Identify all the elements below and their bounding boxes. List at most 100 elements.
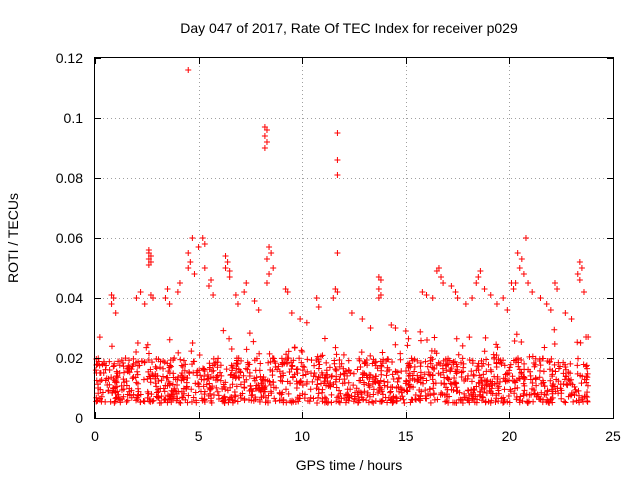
data-point bbox=[153, 365, 160, 372]
data-point bbox=[525, 280, 532, 286]
data-point bbox=[398, 368, 405, 375]
data-point bbox=[139, 358, 146, 365]
data-point bbox=[441, 381, 448, 388]
data-point bbox=[384, 364, 391, 371]
data-point bbox=[310, 373, 317, 380]
data-point bbox=[480, 394, 487, 401]
data-point bbox=[315, 304, 322, 310]
data-point bbox=[262, 376, 269, 383]
data-point bbox=[562, 399, 569, 406]
data-point bbox=[379, 397, 386, 404]
data-point bbox=[392, 394, 399, 401]
data-point bbox=[473, 280, 480, 286]
data-point bbox=[299, 390, 306, 397]
data-point bbox=[426, 371, 433, 378]
data-point bbox=[539, 399, 546, 406]
data-point bbox=[561, 398, 568, 405]
data-point bbox=[140, 376, 147, 383]
data-point bbox=[195, 381, 202, 388]
data-point bbox=[529, 289, 536, 295]
data-point bbox=[220, 381, 227, 388]
data-point bbox=[378, 371, 385, 378]
data-point bbox=[332, 344, 339, 351]
data-point bbox=[191, 271, 198, 277]
data-point bbox=[507, 361, 514, 368]
data-point bbox=[261, 133, 268, 139]
data-point bbox=[153, 389, 160, 396]
data-point bbox=[288, 310, 295, 316]
data-point bbox=[574, 339, 581, 346]
data-point bbox=[478, 384, 485, 391]
data-point bbox=[551, 341, 558, 348]
data-point bbox=[475, 367, 482, 374]
data-point bbox=[317, 374, 324, 381]
data-point bbox=[468, 378, 475, 385]
data-point bbox=[185, 67, 192, 73]
data-point bbox=[220, 327, 227, 334]
data-point bbox=[288, 359, 295, 366]
data-point bbox=[221, 399, 228, 406]
data-point bbox=[461, 394, 468, 401]
data-point bbox=[499, 399, 506, 406]
data-point bbox=[422, 395, 429, 402]
data-point bbox=[392, 325, 399, 331]
data-point bbox=[468, 391, 475, 398]
data-point bbox=[222, 253, 229, 259]
data-point bbox=[475, 274, 482, 280]
data-point bbox=[195, 244, 202, 250]
data-point bbox=[243, 376, 250, 383]
data-point bbox=[510, 357, 517, 364]
data-point bbox=[414, 376, 421, 383]
data-point bbox=[179, 363, 186, 370]
data-point bbox=[474, 363, 481, 370]
data-point bbox=[188, 348, 195, 355]
data-point bbox=[547, 377, 554, 384]
data-point bbox=[442, 356, 449, 363]
x-tick-label: 5 bbox=[195, 428, 203, 444]
data-point bbox=[508, 280, 515, 286]
data-point bbox=[214, 388, 221, 395]
data-point bbox=[251, 298, 258, 304]
data-point bbox=[446, 393, 453, 400]
data-point bbox=[359, 316, 366, 322]
data-point bbox=[417, 392, 424, 399]
data-point bbox=[299, 367, 306, 374]
data-point bbox=[333, 384, 340, 391]
data-point bbox=[207, 373, 214, 380]
data-point bbox=[133, 397, 140, 404]
data-point bbox=[263, 127, 270, 133]
data-point bbox=[487, 366, 494, 373]
data-point bbox=[475, 379, 482, 386]
data-point bbox=[443, 362, 450, 369]
data-point bbox=[450, 358, 457, 365]
data-point bbox=[514, 250, 521, 256]
data-point bbox=[446, 357, 453, 364]
data-point bbox=[555, 365, 562, 372]
data-point bbox=[277, 373, 284, 380]
data-point bbox=[183, 384, 190, 391]
data-point bbox=[267, 382, 274, 389]
data-point bbox=[258, 388, 265, 395]
data-point bbox=[237, 381, 244, 388]
data-point bbox=[520, 271, 527, 277]
data-point bbox=[263, 139, 270, 145]
data-point bbox=[419, 289, 426, 295]
data-point bbox=[214, 364, 221, 371]
data-point bbox=[333, 351, 340, 358]
data-point bbox=[200, 383, 207, 390]
data-point bbox=[297, 316, 304, 322]
data-point bbox=[198, 388, 205, 395]
data-point bbox=[261, 145, 268, 151]
data-point bbox=[114, 394, 121, 401]
data-point bbox=[204, 376, 211, 383]
data-point bbox=[516, 366, 523, 373]
data-point bbox=[111, 399, 118, 406]
data-point bbox=[234, 301, 241, 307]
data-point bbox=[445, 399, 452, 406]
data-point bbox=[584, 389, 591, 396]
data-point bbox=[370, 386, 377, 393]
data-point bbox=[143, 344, 150, 351]
data-point bbox=[165, 368, 172, 375]
data-point bbox=[251, 377, 258, 384]
data-point bbox=[208, 277, 215, 283]
